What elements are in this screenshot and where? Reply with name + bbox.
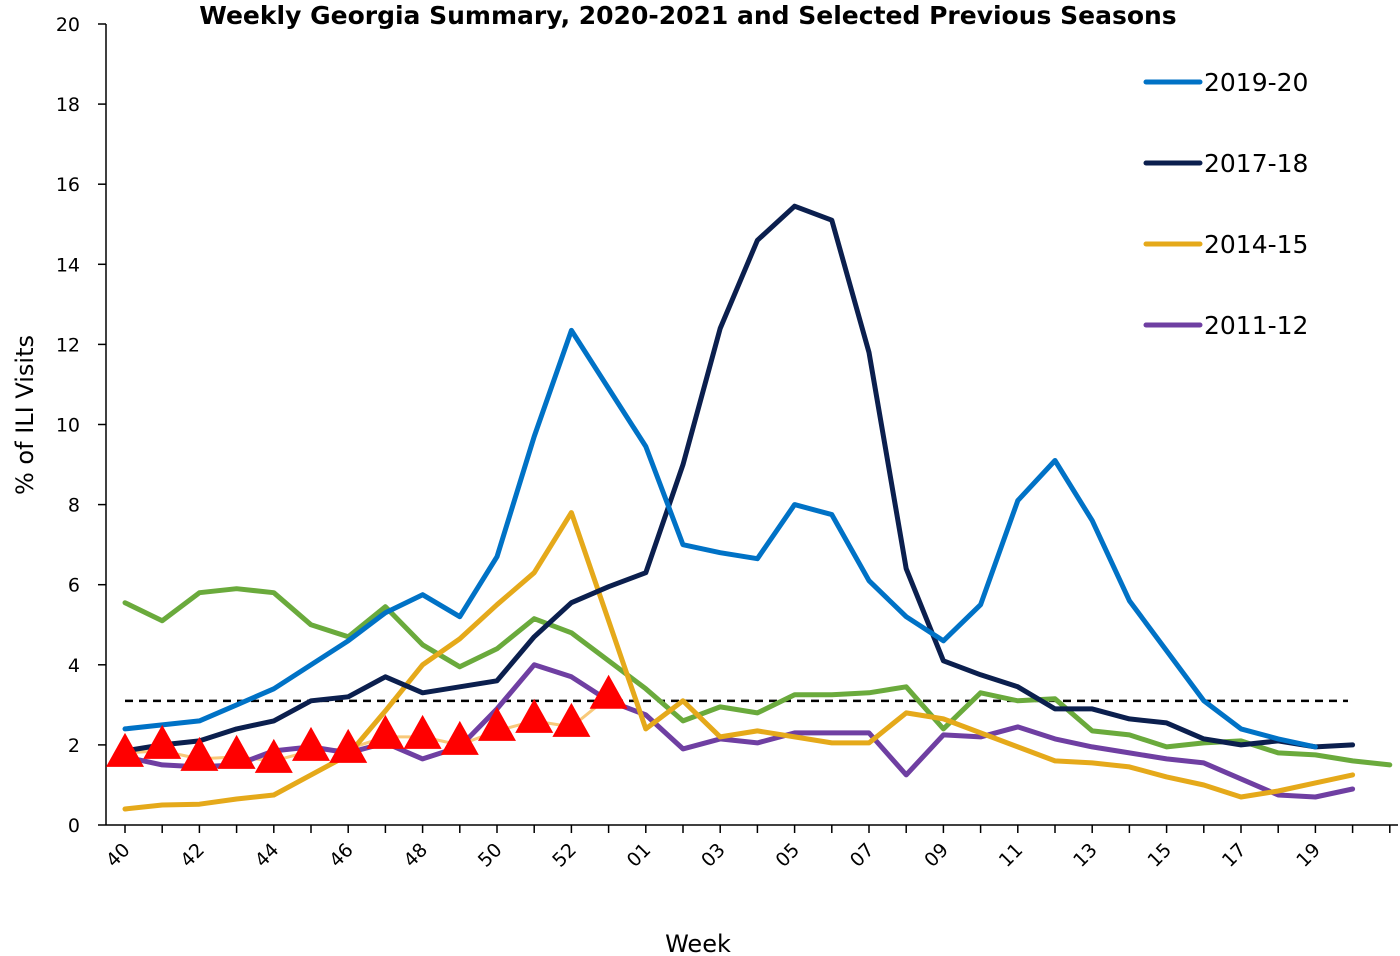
x-tick-label: 40 bbox=[102, 839, 135, 872]
y-tick-label: 8 bbox=[68, 495, 80, 517]
chart-title: Weekly Georgia Summary, 2020-2021 and Se… bbox=[199, 1, 1176, 30]
x-tick-label: 50 bbox=[474, 839, 507, 872]
x-tick-label: 01 bbox=[623, 839, 656, 872]
triangle-marker bbox=[143, 724, 182, 759]
x-tick-label: 46 bbox=[325, 839, 358, 872]
triangle-marker bbox=[180, 736, 219, 771]
x-tick-label: 44 bbox=[251, 839, 284, 872]
triangle-marker bbox=[106, 732, 144, 767]
x-tick-label: 05 bbox=[771, 839, 804, 872]
marker-layer bbox=[106, 674, 628, 773]
series-line-2011-12 bbox=[122, 662, 1356, 800]
y-tick-label: 6 bbox=[68, 575, 80, 597]
x-tick-label: 17 bbox=[1218, 839, 1251, 872]
triangle-marker bbox=[292, 726, 330, 761]
series-line-2014-15 bbox=[122, 510, 1356, 812]
y-tick-label: 16 bbox=[56, 174, 80, 196]
x-tick-label: 07 bbox=[846, 839, 879, 872]
legend-label-2017-18: 2017-18 bbox=[1204, 149, 1308, 178]
x-axis-title: Week bbox=[665, 930, 731, 956]
legend-label-2019-20: 2019-20 bbox=[1204, 68, 1308, 97]
y-tick-label: 0 bbox=[68, 815, 80, 837]
triangle-marker bbox=[254, 738, 293, 773]
series-line-2019-20 bbox=[122, 327, 1318, 750]
y-tick-label: 20 bbox=[56, 14, 80, 36]
series-line-unlabeled-5 bbox=[122, 586, 1393, 768]
y-tick-label: 10 bbox=[56, 415, 80, 437]
triangle-marker bbox=[552, 702, 591, 737]
triangle-marker bbox=[366, 714, 405, 749]
legend-label-2014-15: 2014-15 bbox=[1204, 230, 1308, 259]
triangle-marker bbox=[478, 706, 516, 741]
x-tick-label: 09 bbox=[920, 839, 953, 872]
x-tick-label: 11 bbox=[995, 839, 1028, 872]
triangle-marker bbox=[515, 698, 554, 733]
x-tick-label: 52 bbox=[548, 839, 581, 872]
x-tick-label: 19 bbox=[1292, 839, 1325, 872]
x-tick-label: 15 bbox=[1143, 839, 1176, 872]
triangle-marker bbox=[217, 734, 256, 769]
x-tick-label: 48 bbox=[399, 839, 432, 872]
y-axis-title: % of ILI Visits bbox=[11, 335, 39, 495]
triangle-marker bbox=[329, 728, 368, 763]
x-tick-label: 13 bbox=[1069, 839, 1102, 872]
y-tick-label: 2 bbox=[68, 735, 80, 757]
y-tick-label: 4 bbox=[68, 655, 80, 677]
x-tick-label: 42 bbox=[176, 839, 209, 872]
series-line-2017-18 bbox=[122, 203, 1356, 754]
legend: 2019-20 2017-18 2014-15 2011-12 bbox=[1143, 68, 1308, 340]
triangle-marker bbox=[403, 714, 442, 749]
y-tick-label: 14 bbox=[56, 254, 80, 276]
x-tick-label: 03 bbox=[697, 839, 730, 872]
series-layer bbox=[122, 203, 1393, 812]
y-tick-label: 12 bbox=[56, 334, 80, 356]
legend-label-2011-12: 2011-12 bbox=[1204, 311, 1308, 340]
triangle-marker bbox=[589, 674, 628, 709]
y-tick-label: 18 bbox=[56, 94, 80, 116]
triangle-marker bbox=[440, 720, 479, 755]
